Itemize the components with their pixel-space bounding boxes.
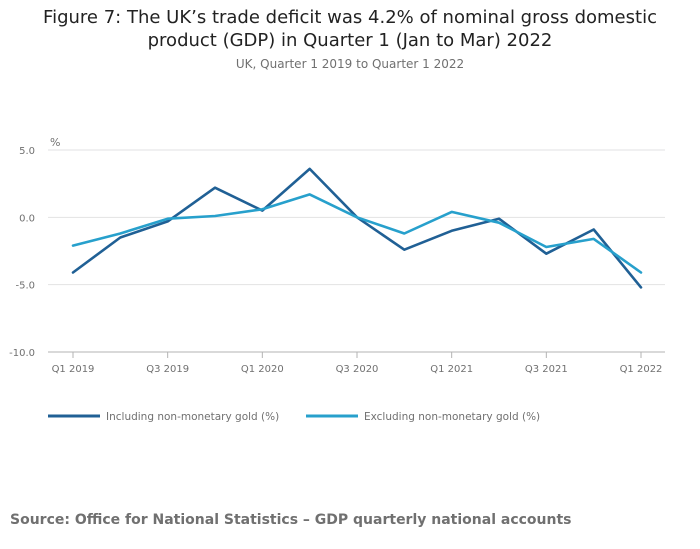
x-tick-label: Q1 2020 [241,364,284,375]
source-note: Source: Office for National Statistics –… [10,512,572,528]
y-axis-unit-label: % [50,136,60,149]
chart-title: Figure 7: The UK’s trade deficit was 4.2… [20,6,680,52]
legend-label: Including non-monetary gold (%) [106,411,279,423]
x-tick-label: Q3 2021 [525,364,568,375]
series-line-including-gold [71,167,643,289]
chart-subtitle: UK, Quarter 1 2019 to Quarter 1 2022 [235,57,465,71]
y-tick-label: 5.0 [19,146,35,157]
legend-label: Excluding non-monetary gold (%) [364,411,540,423]
chart-title-line-2: product (GDP) in Quarter 1 (Jan to Mar) … [147,30,553,51]
series-line-excluding-gold [71,193,643,274]
chart-title-line-1: Figure 7: The UK’s trade deficit was 4.2… [43,7,657,28]
x-tick-label: Q1 2022 [620,364,663,375]
y-tick-label: -10.0 [9,348,35,359]
x-tick-label: Q1 2019 [52,364,95,375]
x-tick-label: Q3 2019 [146,364,189,375]
x-tick-label: Q1 2021 [430,364,473,375]
y-tick-label: -5.0 [15,281,35,292]
y-tick-label: 0.0 [19,213,35,224]
x-tick-label: Q3 2020 [336,364,379,375]
